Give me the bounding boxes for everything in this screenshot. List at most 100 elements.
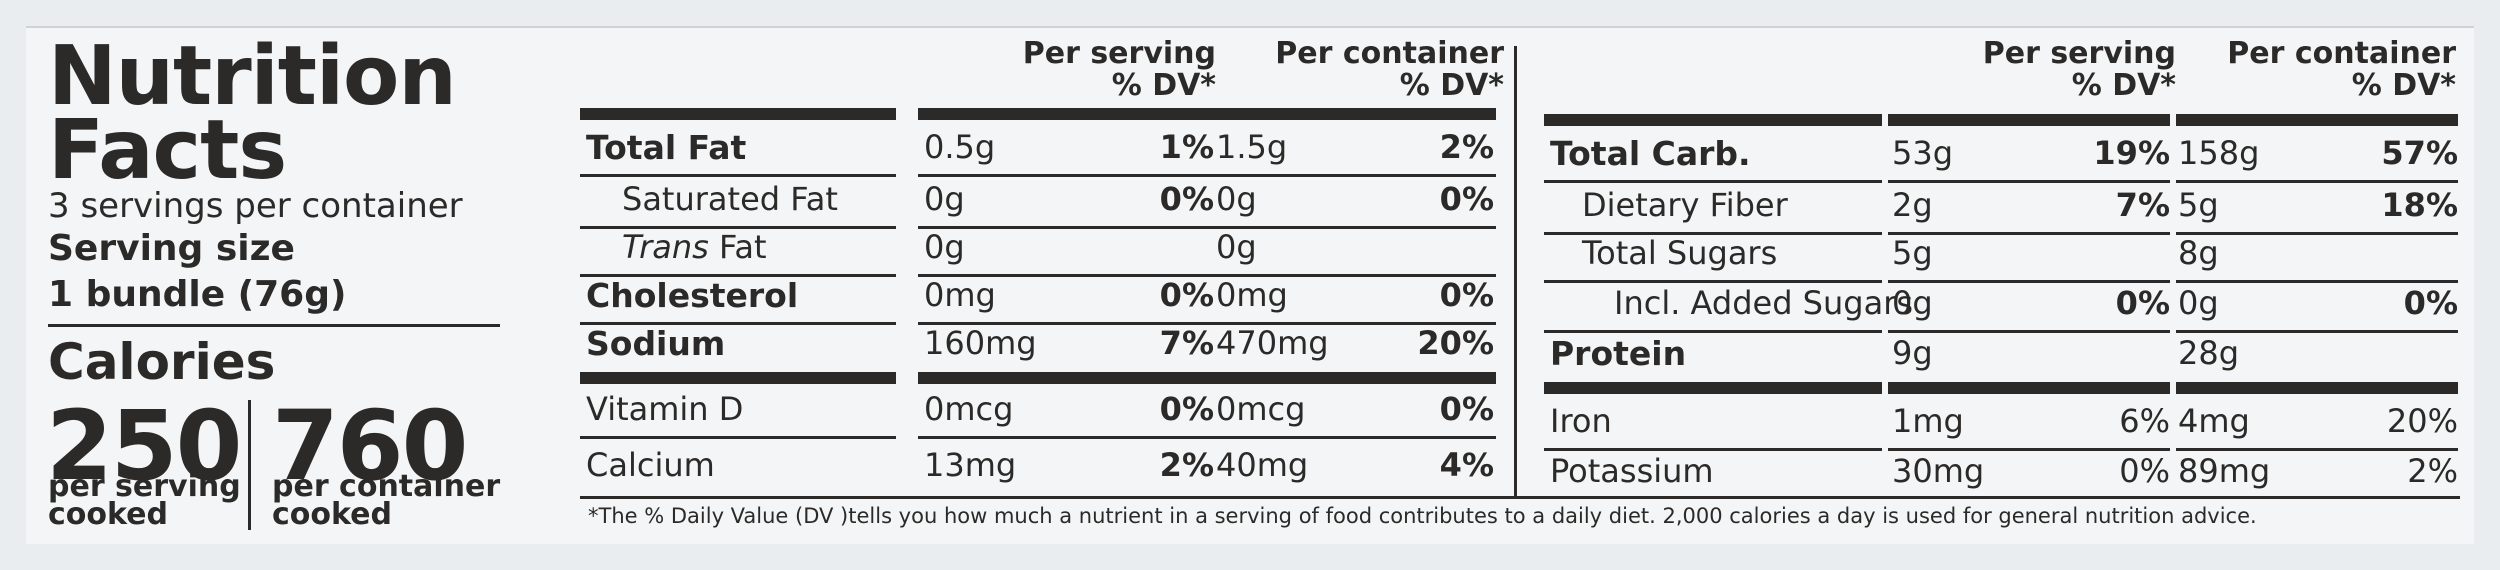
right-row-separator <box>2176 180 2458 183</box>
left-row-container-amount: 0mcg <box>1216 390 1306 428</box>
right-row-serving-dv: 0% <box>2115 284 2170 322</box>
left-header-bar-container <box>1214 108 1496 120</box>
left-row-label: Saturated Fat <box>622 180 838 218</box>
left-row-separator <box>580 436 896 439</box>
serving-divider <box>48 324 500 327</box>
left-row-serving-amount: 13mg <box>924 446 1017 484</box>
left-row-separator <box>580 174 896 177</box>
left-row-separator <box>1214 274 1496 277</box>
left-row-container-amount: 0g <box>1216 228 1257 266</box>
serving-size-value: 1 bundle (76g) <box>48 274 347 315</box>
right-row-separator <box>1888 330 2170 333</box>
right-row-container-amount: 28g <box>2178 334 2240 372</box>
left-row-container-amount: 40mg <box>1216 446 1309 484</box>
right-row-separator <box>1888 232 2170 235</box>
left-row-label: Cholesterol <box>586 276 799 315</box>
right-row-container-dv: 20% <box>2386 402 2458 440</box>
left-row-label: Total Fat <box>586 128 747 167</box>
footnote-divider <box>580 496 2460 499</box>
nutrition-facts-label: Nutrition Facts 3 servings per container… <box>26 26 2474 544</box>
per-container-sub-2: cooked <box>272 497 392 532</box>
right-row-label: Iron <box>1550 402 1612 440</box>
right-row-label: Dietary Fiber <box>1582 186 1788 224</box>
servings-per-container: 3 servings per container <box>48 186 463 226</box>
right-row-separator <box>2176 330 2458 333</box>
left-row-serving-dv: 0% <box>1159 276 1214 314</box>
left-header-bar-label <box>580 108 896 120</box>
title-line-1: Nutrition <box>48 29 457 124</box>
right-row-serving-dv: 19% <box>2093 134 2170 172</box>
right-col-per-container: Per container <box>2227 36 2456 71</box>
left-row-separator <box>1214 226 1496 229</box>
left-row-separator <box>580 322 896 325</box>
right-row-serving-amount: 2g <box>1892 186 1933 224</box>
left-row-serving-dv: 7% <box>1159 324 1214 362</box>
right-row-label: Total Carb. <box>1550 134 1751 173</box>
right-row-container-amount: 0g <box>2178 284 2219 322</box>
calories-per-container: 760 <box>272 390 468 502</box>
right-col-dv-container: % DV* <box>2351 68 2456 103</box>
left-col-dv-serving: % DV* <box>1111 68 1216 103</box>
per-serving-sub-2: cooked <box>48 497 168 532</box>
left-row-serving-amount: 0g <box>924 180 965 218</box>
right-row-serving-dv: 6% <box>2119 402 2170 440</box>
left-row-container-amount: 0mg <box>1216 276 1288 314</box>
right-row-container-dv: 57% <box>2381 134 2458 172</box>
left-row-separator <box>1214 322 1496 325</box>
left-row-label: Vitamin D <box>586 390 744 428</box>
title-line-2: Facts <box>48 103 287 198</box>
right-row-container-dv: 0% <box>2403 284 2458 322</box>
right-row-serving-dv: 0% <box>2119 452 2170 490</box>
left-col-per-serving: Per serving <box>1022 36 1216 71</box>
left-row-container-amount: 470mg <box>1216 324 1329 362</box>
left-row-label: Trans Fat <box>622 228 767 266</box>
calories-divider <box>248 400 251 530</box>
right-row-separator <box>2176 280 2458 283</box>
right-row-container-amount: 4mg <box>2178 402 2250 440</box>
left-row-container-dv: 2% <box>1439 128 1494 166</box>
left-row-separator <box>580 226 896 229</box>
left-row-label-italic: Trans <box>622 228 709 266</box>
left-row-separator <box>918 226 1216 229</box>
left-row-separator <box>1214 436 1496 439</box>
left-row-container-dv: 20% <box>1417 324 1494 362</box>
left-col-dv-container: % DV* <box>1399 68 1504 103</box>
right-row-separator <box>2176 448 2458 451</box>
left-row-container-dv: 4% <box>1439 446 1494 484</box>
right-row-label: Incl. Added Sugars <box>1614 284 1914 322</box>
left-row-container-amount: 0g <box>1216 180 1257 218</box>
left-row-container-amount: 1.5g <box>1216 128 1288 166</box>
right-row-label: Potassium <box>1550 452 1714 490</box>
left-row-serving-amount: 0mg <box>924 276 996 314</box>
left-row-serving-amount: 0.5g <box>924 128 996 166</box>
right-row-container-amount: 5g <box>2178 186 2219 224</box>
left-row-serving-amount: 0mcg <box>924 390 1014 428</box>
right-row-serving-dv: 7% <box>2115 186 2170 224</box>
right-header-bar-serving <box>1888 114 2170 126</box>
right-row-serving-amount: 30mg <box>1892 452 1985 490</box>
calories-per-serving: 250 <box>46 390 242 502</box>
right-row-serving-amount: 0g <box>1892 284 1933 322</box>
left-row-separator <box>1214 174 1496 177</box>
left-row-label-rest: Fat <box>708 228 767 266</box>
right-header-bar-container <box>2176 114 2458 126</box>
right-row-separator <box>1888 280 2170 283</box>
right-row-separator <box>1544 448 1882 451</box>
right-row-separator <box>1888 382 2170 394</box>
right-row-container-dv: 18% <box>2381 186 2458 224</box>
left-row-container-dv: 0% <box>1439 180 1494 218</box>
right-row-separator <box>1544 280 1882 283</box>
right-row-serving-amount: 5g <box>1892 234 1933 272</box>
right-col-dv-serving: % DV* <box>2071 68 2176 103</box>
left-row-serving-dv: 0% <box>1159 390 1214 428</box>
per-serving-sub-1: per serving <box>48 469 241 504</box>
right-row-serving-amount: 53g <box>1892 134 1954 172</box>
right-row-separator <box>2176 382 2458 394</box>
right-row-label: Total Sugars <box>1582 234 1778 272</box>
panel-divider <box>1514 46 1517 496</box>
left-row-serving-dv: 0% <box>1159 180 1214 218</box>
right-row-container-dv: 2% <box>2407 452 2458 490</box>
right-row-separator <box>1544 232 1882 235</box>
left-row-separator <box>918 174 1216 177</box>
per-container-sub-1: per container <box>272 469 501 504</box>
